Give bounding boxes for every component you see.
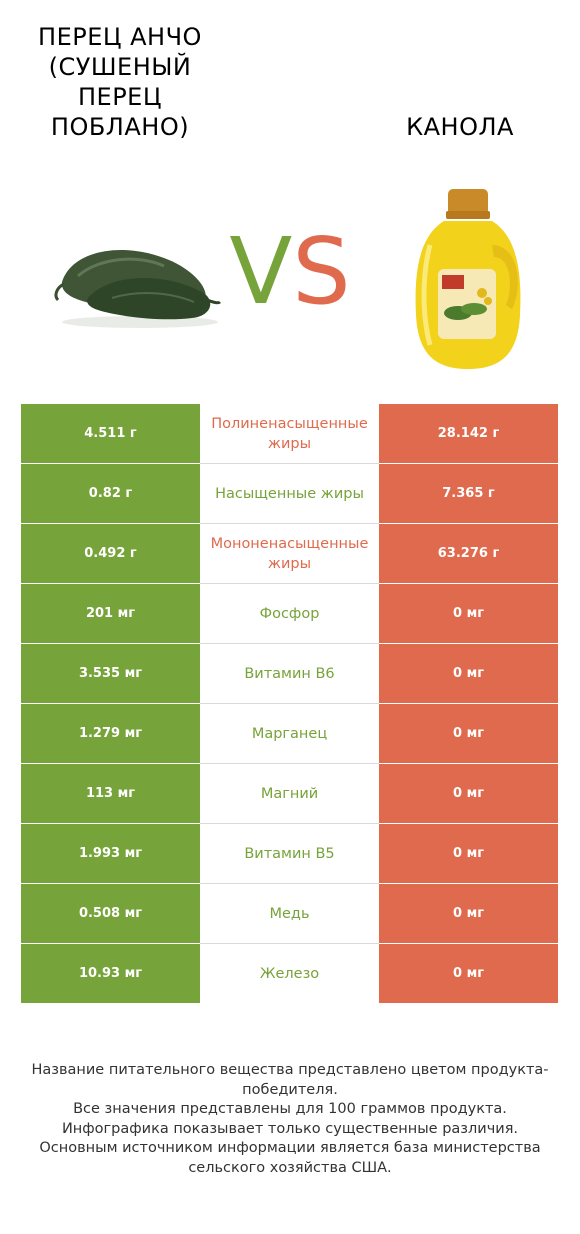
row-divider — [21, 763, 200, 764]
comparison-table: 4.511 г Полиненасыщенные жиры 28.142 г 0.82… — [21, 404, 558, 1004]
table-row: 0.492 г Мононенасыщенные жиры 63.276 г — [21, 524, 558, 584]
nutrient-name: Фосфор — [259, 605, 320, 622]
nutrient-name: Витамин B6 — [244, 665, 335, 682]
left-product-title: ПЕРЕЦ АНЧО (СУШЕНЫЙ ПЕРЕЦ ПОБЛАНО) — [38, 23, 202, 141]
right-value: 0 мг — [379, 764, 558, 823]
row-divider — [200, 883, 379, 884]
left-value: 0.492 г — [21, 524, 200, 583]
footer-line-4: Основным источником информации является … — [39, 1140, 541, 1176]
row-divider — [21, 823, 200, 824]
right-value: 63.276 г — [379, 524, 558, 583]
left-value: 201 мг — [21, 584, 200, 643]
table-row: 4.511 г Полиненасыщенные жиры 28.142 г — [21, 404, 558, 464]
nutrient-name: Марганец — [251, 725, 328, 742]
right-value: 0 мг — [379, 644, 558, 703]
row-divider — [200, 643, 379, 644]
canola-oil-bottle-image — [415, 189, 521, 369]
table-row: 113 мг Магний 0 мг — [21, 764, 558, 824]
nutrient-name: Полиненасыщенные жиры — [211, 415, 368, 452]
footer-line-2: Все значения представлены для 100 граммо… — [73, 1101, 507, 1117]
right-value: 7.365 г — [379, 464, 558, 523]
table-row: 1.279 мг Марганец 0 мг — [21, 704, 558, 764]
left-value: 1.279 мг — [21, 704, 200, 763]
row-divider — [379, 883, 558, 884]
right-value: 0 мг — [379, 944, 558, 1003]
row-divider — [379, 643, 558, 644]
row-divider — [21, 523, 200, 524]
left-value: 0.508 мг — [21, 884, 200, 943]
nutrient-name: Медь — [269, 905, 310, 922]
footer-line-3: Инфографика показывает только существенн… — [61, 1120, 519, 1137]
row-divider — [200, 523, 379, 524]
vs-v-letter: V — [229, 218, 293, 325]
vs-label: VS — [222, 222, 358, 322]
table-row: 1.993 мг Витамин B5 0 мг — [21, 824, 558, 884]
left-value: 10.93 мг — [21, 944, 200, 1003]
row-divider — [379, 703, 558, 704]
left-value: 0.82 г — [21, 464, 200, 523]
right-value: 0 мг — [379, 824, 558, 883]
nutrient-name: Мононенасыщенные жиры — [210, 535, 369, 572]
left-value: 3.535 мг — [21, 644, 200, 703]
right-value: 0 мг — [379, 704, 558, 763]
nutrient-name: Насыщенные жиры — [215, 485, 364, 502]
row-divider — [21, 943, 200, 944]
row-divider — [200, 823, 379, 824]
right-value: 0 мг — [379, 584, 558, 643]
table-row: 0.508 мг Медь 0 мг — [21, 884, 558, 944]
nutrient-name: Магний — [260, 785, 319, 802]
right-value: 0 мг — [379, 884, 558, 943]
footer-notes: Название питательного вещества представл… — [20, 1061, 560, 1178]
row-divider — [379, 523, 558, 524]
row-divider — [21, 643, 200, 644]
row-divider — [200, 763, 379, 764]
table-row: 3.535 мг Витамин B6 0 мг — [21, 644, 558, 704]
row-divider — [21, 463, 200, 464]
right-product-title: КАНОЛА — [406, 113, 514, 141]
row-divider — [200, 943, 379, 944]
table-row: 201 мг Фосфор 0 мг — [21, 584, 558, 644]
nutrient-name: Железо — [259, 965, 320, 982]
row-divider — [379, 763, 558, 764]
right-value: 28.142 г — [379, 404, 558, 463]
row-divider — [21, 583, 200, 584]
row-divider — [21, 883, 200, 884]
row-divider — [200, 583, 379, 584]
left-value: 1.993 мг — [21, 824, 200, 883]
left-value: 4.511 г — [21, 404, 200, 463]
row-divider — [379, 823, 558, 824]
table-row: 0.82 г Насыщенные жиры 7.365 г — [21, 464, 558, 524]
table-row: 10.93 мг Железо 0 мг — [21, 944, 558, 1004]
footer-line-1: Название питательного вещества представл… — [31, 1062, 549, 1098]
row-divider — [379, 583, 558, 584]
row-divider — [200, 703, 379, 704]
nutrient-name: Витамин B5 — [244, 845, 335, 862]
row-divider — [379, 943, 558, 944]
left-value: 113 мг — [21, 764, 200, 823]
vs-s-letter: S — [292, 218, 351, 325]
row-divider — [200, 463, 379, 464]
row-divider — [379, 463, 558, 464]
ancho-pepper-image — [54, 250, 222, 328]
row-divider — [21, 703, 200, 704]
